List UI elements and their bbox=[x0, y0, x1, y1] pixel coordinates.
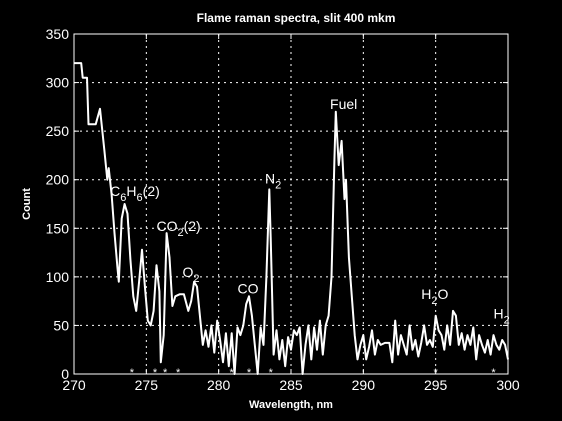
peak-label-text: Fuel bbox=[330, 96, 357, 112]
x-tick-label: 285 bbox=[279, 377, 303, 393]
x-axis-title: Wavelength, nm bbox=[249, 399, 333, 411]
y-tick-label: 100 bbox=[46, 269, 70, 285]
peak-marker: * bbox=[153, 367, 158, 379]
y-tick-label: 250 bbox=[46, 123, 70, 139]
y-tick-label: 50 bbox=[53, 317, 69, 333]
x-tick-label: 295 bbox=[424, 377, 448, 393]
x-tick-label: 290 bbox=[352, 377, 376, 393]
peak-marker: * bbox=[176, 367, 181, 379]
peak-label-text: H bbox=[126, 183, 136, 199]
peak-label: H2O bbox=[421, 286, 448, 307]
y-tick-label: 300 bbox=[46, 75, 70, 91]
peak-label-text: (2) bbox=[143, 183, 160, 199]
peak-label-text: H bbox=[494, 306, 504, 322]
peak-label-text: (2) bbox=[184, 218, 201, 234]
peak-label-subscript: 2 bbox=[504, 315, 510, 327]
peak-label: N2 bbox=[265, 171, 281, 192]
chart-title: Flame raman spectra, slit 400 mkm bbox=[197, 11, 396, 25]
peak-marker: * bbox=[230, 367, 235, 379]
peak-label-text: N bbox=[265, 171, 275, 187]
peak-label-subscript: 6 bbox=[120, 192, 126, 204]
peak-label-text: O bbox=[183, 264, 194, 280]
series-line bbox=[74, 62, 509, 375]
y-tick-label: 350 bbox=[46, 26, 70, 42]
peak-label-text: H bbox=[421, 286, 431, 302]
y-tick-label: 0 bbox=[61, 366, 69, 382]
peak-label-subscript: 2 bbox=[431, 295, 437, 307]
peak-label: Fuel bbox=[330, 96, 357, 112]
peak-label-text: C bbox=[110, 183, 120, 199]
axis-ticks: 270 275 280 285 290 295 300 0 50 100 150 200 250 300 3… bbox=[46, 26, 520, 393]
y-tick-label: 200 bbox=[46, 172, 70, 188]
x-tick-label: 275 bbox=[135, 377, 159, 393]
peak-label-subscript: 2 bbox=[177, 227, 183, 239]
peak-label: C6H6(2) bbox=[110, 183, 160, 204]
peak-label-text: CO bbox=[237, 280, 258, 296]
x-tick-label: 280 bbox=[207, 377, 231, 393]
peak-label-subscript: 2 bbox=[275, 180, 281, 192]
peak-marker: * bbox=[247, 367, 252, 379]
peak-markers: * * * * * * * * * bbox=[130, 367, 497, 379]
y-tick-label: 150 bbox=[46, 220, 70, 236]
peak-marker: * bbox=[130, 367, 135, 379]
peak-label-text: O bbox=[437, 286, 448, 302]
peak-label-text: CO bbox=[156, 218, 177, 234]
x-tick-label: 270 bbox=[62, 377, 86, 393]
peak-marker: * bbox=[434, 367, 439, 379]
peak-label: H2 bbox=[494, 306, 510, 327]
y-axis-title: Count bbox=[21, 188, 33, 220]
peak-label-subscript: 2 bbox=[193, 273, 199, 285]
peak-label-subscript: 6 bbox=[137, 192, 143, 204]
peak-marker: * bbox=[269, 367, 274, 379]
peak-label: CO bbox=[237, 280, 258, 296]
peak-label: CO2(2) bbox=[156, 218, 200, 239]
peak-marker: * bbox=[163, 367, 168, 379]
peak-label: O2 bbox=[183, 264, 200, 285]
spectrum-line bbox=[74, 62, 509, 375]
peak-marker: * bbox=[491, 367, 496, 379]
x-tick-label: 300 bbox=[496, 377, 520, 393]
